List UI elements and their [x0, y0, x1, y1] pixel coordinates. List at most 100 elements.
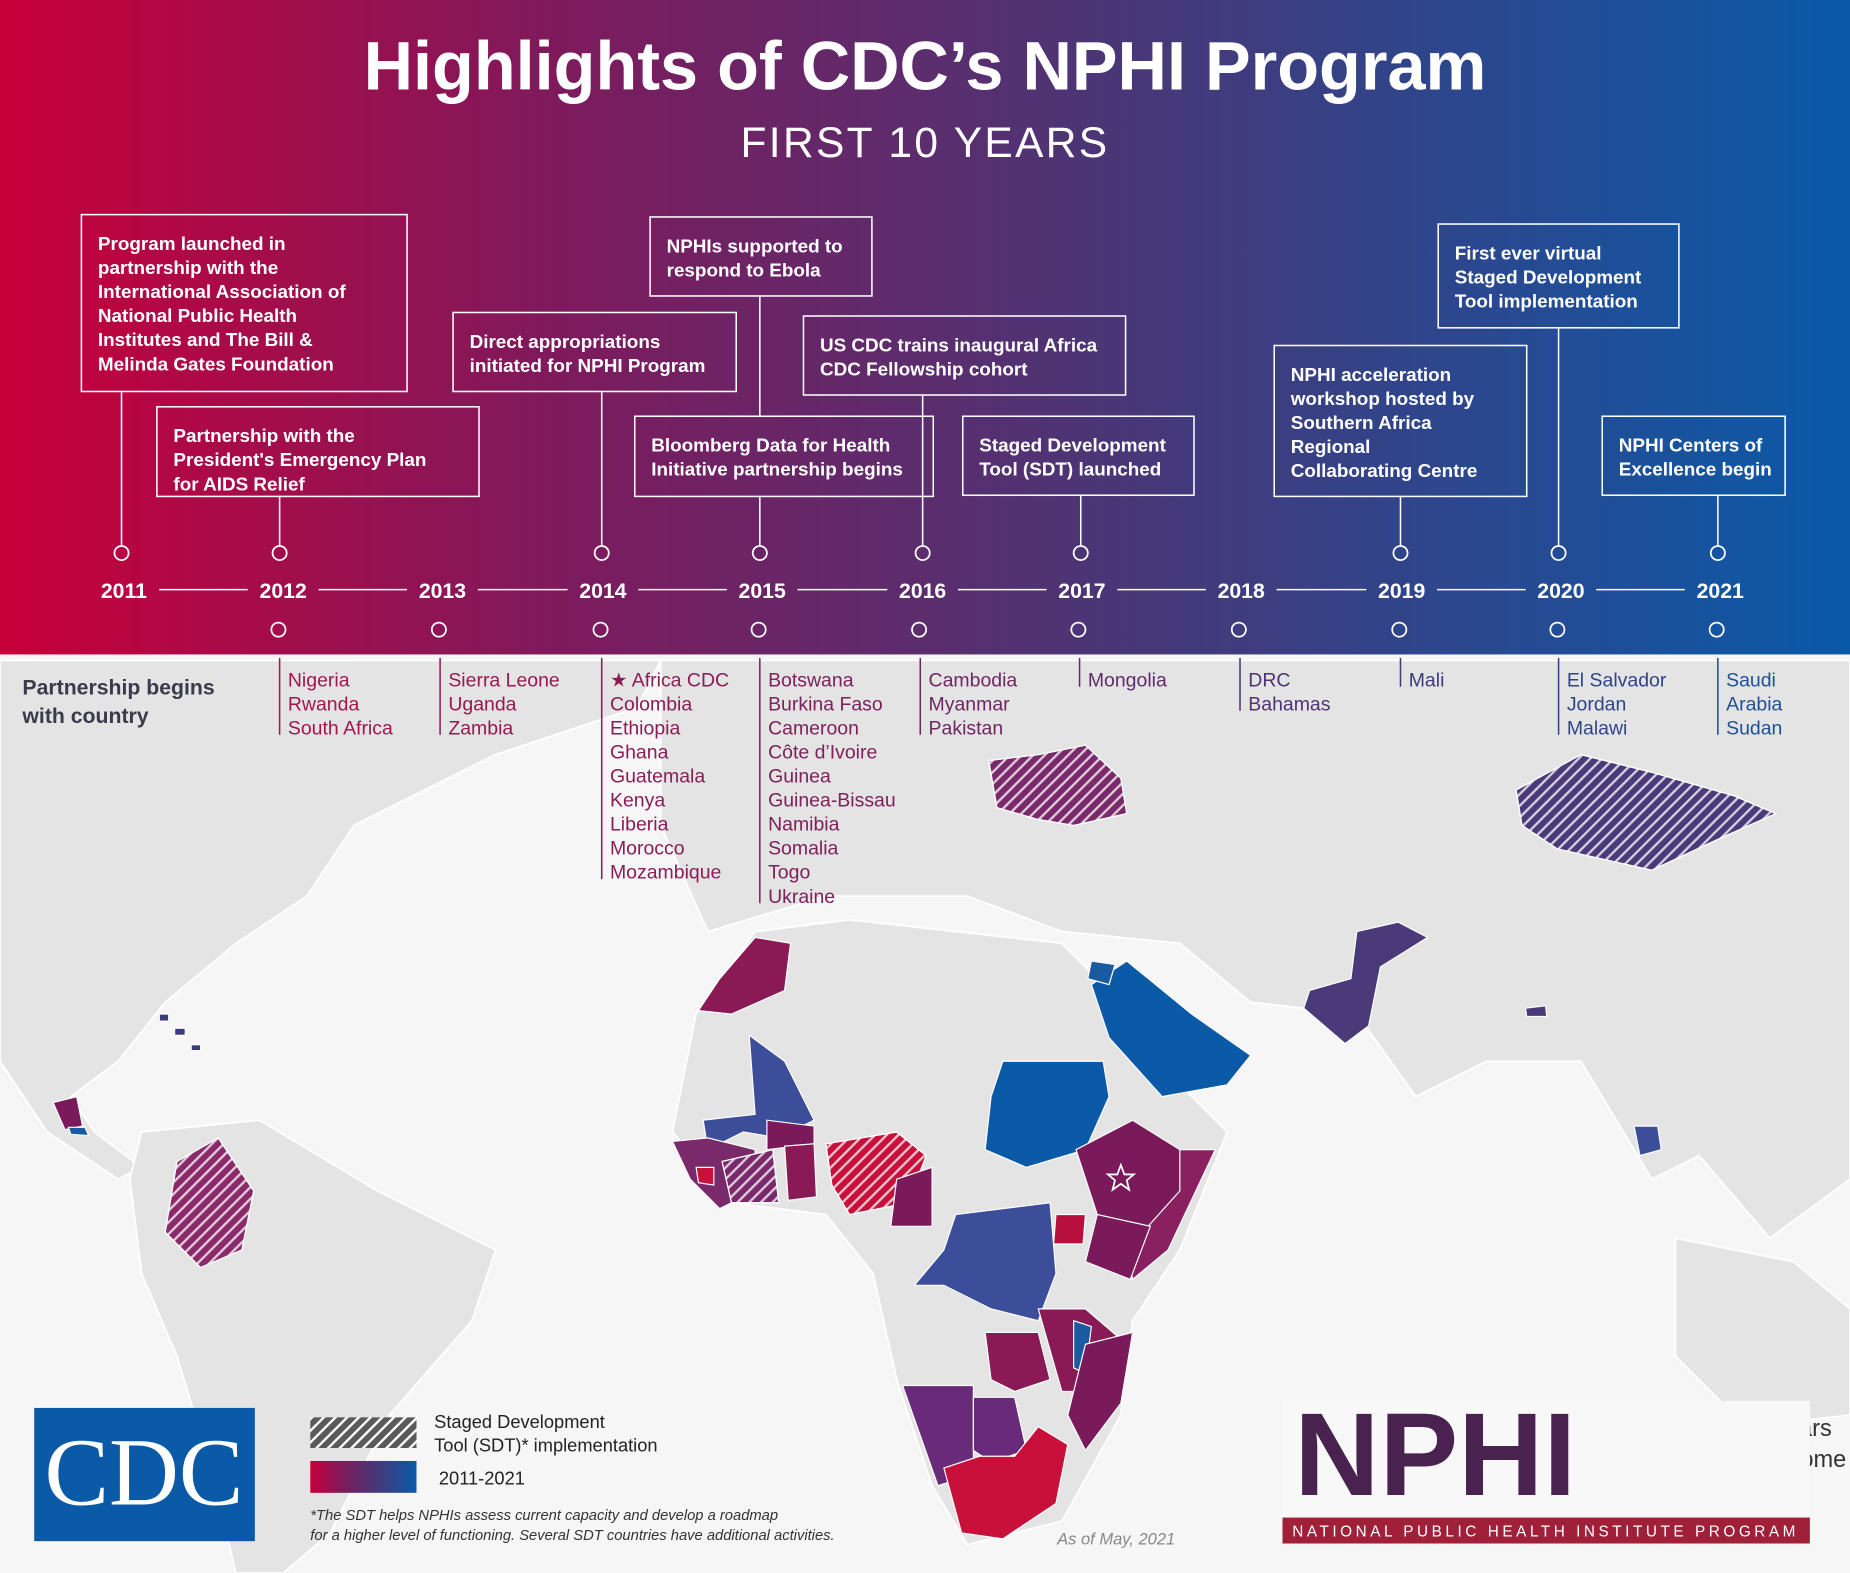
event-text: Tool implementation — [1455, 291, 1638, 312]
country-name: Malawi — [1567, 717, 1628, 739]
country — [190, 1044, 202, 1052]
legend-range: 2011-2021 — [439, 1468, 525, 1489]
country-name: Somalia — [768, 838, 838, 860]
year-label: 2015 — [739, 580, 786, 603]
country-name: El Salvador — [1567, 669, 1667, 691]
event-box — [80, 213, 408, 393]
country — [1524, 1005, 1548, 1018]
year-label: 2021 — [1697, 580, 1744, 603]
event-box — [649, 216, 873, 297]
as-of: As of May, 2021 — [1056, 1531, 1175, 1549]
country-name: Burkina Faso — [768, 693, 883, 715]
year-dot — [750, 621, 767, 638]
event-text: National Public Health — [98, 305, 297, 326]
event-dot — [271, 545, 288, 561]
country — [1067, 1331, 1134, 1452]
country — [695, 1166, 715, 1186]
land — [0, 659, 663, 1181]
event-text: Partnership with the — [173, 425, 354, 446]
event-dot — [751, 545, 768, 561]
country — [1087, 960, 1116, 986]
hatch — [164, 1137, 255, 1269]
country — [702, 1034, 815, 1151]
country-name: Togo — [768, 862, 810, 884]
event-box — [961, 415, 1195, 497]
legend-hatch — [310, 1417, 417, 1449]
event-text: Staged Development — [1455, 266, 1642, 287]
country — [913, 1202, 1057, 1322]
country — [1633, 1125, 1662, 1157]
country — [52, 1095, 84, 1131]
nphi-bar — [1282, 1517, 1810, 1544]
partnership-label: Partnership begins — [22, 677, 214, 700]
country-name: Sierra Leone — [448, 669, 559, 691]
event-dot — [914, 545, 931, 561]
event-text: Regional — [1291, 436, 1371, 457]
event-text: First ever virtual — [1455, 242, 1602, 263]
country-name: Ukraine — [768, 886, 835, 908]
year-dot — [911, 621, 928, 638]
event-text: Collaborating Centre — [1291, 460, 1478, 481]
hatch — [988, 744, 1128, 827]
year-label: 2020 — [1537, 580, 1584, 603]
land — [1674, 1237, 1850, 1428]
country-name: Botswana — [768, 669, 854, 691]
event-text: Excellence begin — [1619, 459, 1772, 480]
country-name: Sudan — [1726, 717, 1782, 739]
nphi-program: NATIONAL PUBLIC HEALTH INSTITUTE PROGRAM — [1292, 1523, 1799, 1540]
year-label: 2013 — [419, 580, 466, 603]
event-text: President's Emergency Plan — [173, 449, 426, 470]
country-name: Mozambique — [610, 862, 721, 884]
country — [943, 1426, 1069, 1540]
event-text: NPHI acceleration — [1291, 364, 1451, 385]
year-dot — [1549, 621, 1566, 638]
country — [1303, 921, 1429, 1045]
legend-sdt: Tool (SDT)* implementation — [434, 1435, 657, 1456]
year-dot — [1070, 621, 1087, 638]
event-text: NPHIs supported to — [667, 235, 843, 256]
country-name: Namibia — [768, 814, 840, 836]
country-name: Arabia — [1726, 693, 1782, 715]
year-dot — [270, 621, 287, 638]
year-dot — [1391, 621, 1408, 638]
event-text: International Association of — [98, 281, 346, 302]
countries — [52, 744, 1778, 1540]
country-name: Mali — [1409, 669, 1445, 691]
country-name: ★ Africa CDC — [610, 669, 729, 691]
country-name: Jordan — [1567, 693, 1627, 715]
partnership-label: with country — [21, 705, 148, 728]
country-name: Cambodia — [929, 669, 1018, 691]
event-text: Melinda Gates Foundation — [98, 353, 334, 374]
country-name: Myanmar — [929, 693, 1011, 715]
country-name: Rwanda — [288, 693, 360, 715]
subtitle: FIRST 10 YEARS — [741, 119, 1110, 166]
event-dot — [1392, 545, 1409, 561]
legend-sdt: Staged Development — [434, 1411, 605, 1432]
country — [890, 1166, 933, 1227]
event-text: NPHI Centers of — [1619, 435, 1763, 456]
event-box — [633, 415, 935, 498]
title: Highlights of CDC’s NPHI Program — [364, 29, 1487, 105]
year-label: 2019 — [1378, 580, 1425, 603]
country-name: Pakistan — [929, 717, 1004, 739]
hatch — [721, 1148, 780, 1204]
year-dot — [1708, 621, 1725, 638]
country-name: Guinea-Bissau — [768, 790, 896, 812]
country — [1084, 1213, 1152, 1281]
country-name: Côte d’Ivoire — [768, 741, 877, 763]
event-text: Program launched in — [98, 233, 286, 254]
cdc-logo-text: CDC — [44, 1419, 243, 1526]
country — [1090, 960, 1252, 1098]
country-name: Bahamas — [1248, 693, 1330, 715]
africa-cdc-star — [1105, 1162, 1137, 1192]
event-box — [1601, 415, 1786, 497]
year-label: 2016 — [899, 580, 946, 603]
country-name: Guatemala — [610, 765, 705, 787]
country — [174, 1027, 186, 1036]
event-dot — [1072, 545, 1089, 561]
country-name: Uganda — [448, 693, 516, 715]
event-dot — [1550, 545, 1567, 561]
event-text: Staged Development — [979, 435, 1166, 456]
event-dot — [1709, 545, 1726, 561]
event-dot — [113, 545, 130, 561]
